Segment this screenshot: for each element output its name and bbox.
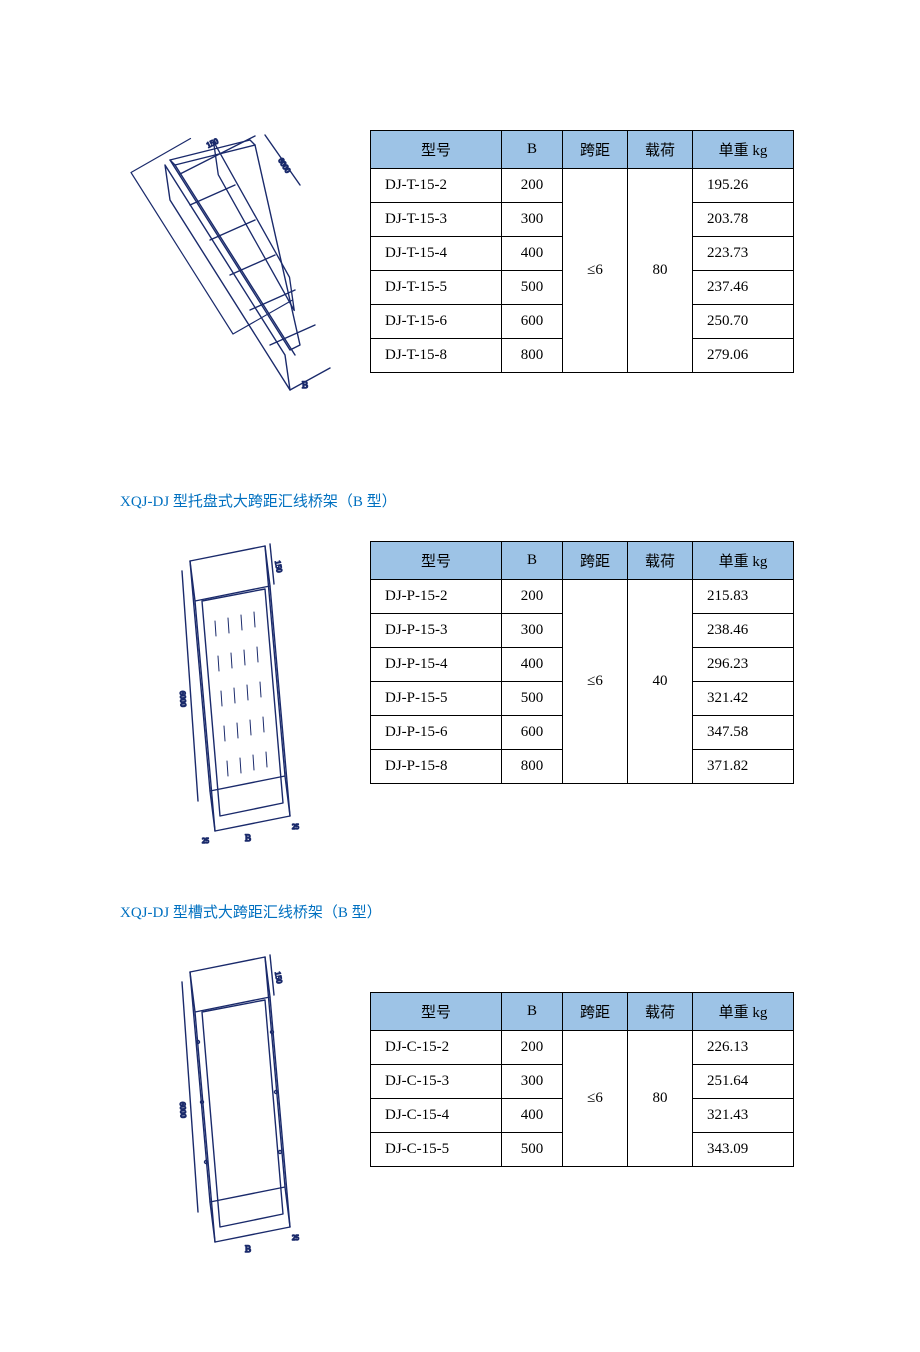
cell-weight: 321.42 xyxy=(693,682,794,716)
cell-model: DJ-C-15-3 xyxy=(371,1065,502,1099)
svg-text:25: 25 xyxy=(292,823,300,831)
th-load: 载荷 xyxy=(628,131,693,169)
cell-load: 40 xyxy=(628,580,693,784)
cell-weight: 347.58 xyxy=(693,716,794,750)
th-model: 型号 xyxy=(371,542,502,580)
cell-weight: 296.23 xyxy=(693,648,794,682)
th-b: B xyxy=(502,993,563,1031)
cell-weight: 321.43 xyxy=(693,1099,794,1133)
cell-b: 400 xyxy=(502,1099,563,1133)
cell-weight: 251.64 xyxy=(693,1065,794,1099)
cell-b: 800 xyxy=(502,750,563,784)
cell-span: ≤6 xyxy=(563,169,628,373)
th-b: B xyxy=(502,542,563,580)
th-weight: 单重 kg xyxy=(693,131,794,169)
cell-model: DJ-T-15-6 xyxy=(371,305,502,339)
cell-model: DJ-T-15-3 xyxy=(371,203,502,237)
cell-b: 400 xyxy=(502,648,563,682)
page: 6000 150 B 型号 B 跨距 载荷 单重 kg xyxy=(0,0,920,1352)
th-model: 型号 xyxy=(371,131,502,169)
cell-b: 300 xyxy=(502,203,563,237)
cell-model: DJ-C-15-2 xyxy=(371,1031,502,1065)
svg-text:B: B xyxy=(245,1244,251,1254)
th-span: 跨距 xyxy=(563,993,628,1031)
th-weight: 单重 kg xyxy=(693,993,794,1031)
cell-weight: 279.06 xyxy=(693,339,794,373)
th-model: 型号 xyxy=(371,993,502,1031)
th-b: B xyxy=(502,131,563,169)
section-3: 6000 150 B 25 型号 B 跨距 载荷 xyxy=(120,952,800,1262)
cell-weight: 195.26 xyxy=(693,169,794,203)
cell-b: 600 xyxy=(502,305,563,339)
cell-weight: 226.13 xyxy=(693,1031,794,1065)
cell-weight: 371.82 xyxy=(693,750,794,784)
cell-load: 80 xyxy=(628,1031,693,1167)
th-weight: 单重 kg xyxy=(693,542,794,580)
section-2: 6000 150 B 25 25 型号 B 跨距 xyxy=(120,541,800,851)
cell-load: 80 xyxy=(628,169,693,373)
cell-b: 200 xyxy=(502,1031,563,1065)
spec-table-2: 型号 B 跨距 载荷 单重 kg DJ-P-15-2 200 ≤6 40 215… xyxy=(370,541,794,784)
svg-text:6000: 6000 xyxy=(178,691,188,707)
svg-text:150: 150 xyxy=(273,971,284,984)
cell-b: 400 xyxy=(502,237,563,271)
svg-text:25: 25 xyxy=(292,1234,300,1242)
th-load: 载荷 xyxy=(628,993,693,1031)
cell-model: DJ-P-15-3 xyxy=(371,614,502,648)
cell-b: 500 xyxy=(502,271,563,305)
svg-text:6000: 6000 xyxy=(178,1102,188,1118)
cell-weight: 343.09 xyxy=(693,1133,794,1167)
svg-text:B: B xyxy=(302,380,308,390)
cell-model: DJ-P-15-5 xyxy=(371,682,502,716)
cell-model: DJ-P-15-8 xyxy=(371,750,502,784)
cell-weight: 250.70 xyxy=(693,305,794,339)
cell-b: 200 xyxy=(502,580,563,614)
svg-text:25: 25 xyxy=(202,837,210,845)
spec-table-1: 型号 B 跨距 载荷 单重 kg DJ-T-15-2 200 ≤6 80 195… xyxy=(370,130,794,373)
diagram-trough-icon: 6000 150 B 25 xyxy=(120,952,350,1262)
svg-text:B: B xyxy=(245,833,251,843)
diagram-tray-icon: 6000 150 B 25 25 xyxy=(120,541,350,851)
cell-model: DJ-T-15-8 xyxy=(371,339,502,373)
cell-model: DJ-T-15-2 xyxy=(371,169,502,203)
cell-span: ≤6 xyxy=(563,1031,628,1167)
cell-weight: 237.46 xyxy=(693,271,794,305)
cell-b: 200 xyxy=(502,169,563,203)
cell-model: DJ-P-15-4 xyxy=(371,648,502,682)
cell-model: DJ-T-15-5 xyxy=(371,271,502,305)
cell-b: 300 xyxy=(502,1065,563,1099)
cell-model: DJ-P-15-2 xyxy=(371,580,502,614)
section-1: 6000 150 B 型号 B 跨距 载荷 单重 kg xyxy=(120,130,800,440)
cell-b: 300 xyxy=(502,614,563,648)
cell-b: 800 xyxy=(502,339,563,373)
cell-weight: 223.73 xyxy=(693,237,794,271)
cell-b: 600 xyxy=(502,716,563,750)
cell-span: ≤6 xyxy=(563,580,628,784)
cell-weight: 238.46 xyxy=(693,614,794,648)
spec-table-3: 型号 B 跨距 载荷 单重 kg DJ-C-15-2 200 ≤6 80 226… xyxy=(370,992,794,1167)
th-span: 跨距 xyxy=(563,131,628,169)
diagram-ladder-icon: 6000 150 B xyxy=(120,130,350,440)
caption-2: XQJ-DJ 型托盘式大跨距汇线桥架（B 型） xyxy=(120,490,800,511)
cell-weight: 215.83 xyxy=(693,580,794,614)
cell-model: DJ-T-15-4 xyxy=(371,237,502,271)
svg-text:150: 150 xyxy=(273,560,284,573)
th-load: 载荷 xyxy=(628,542,693,580)
cell-model: DJ-C-15-4 xyxy=(371,1099,502,1133)
cell-b: 500 xyxy=(502,682,563,716)
cell-b: 500 xyxy=(502,1133,563,1167)
cell-weight: 203.78 xyxy=(693,203,794,237)
cell-model: DJ-P-15-6 xyxy=(371,716,502,750)
cell-model: DJ-C-15-5 xyxy=(371,1133,502,1167)
th-span: 跨距 xyxy=(563,542,628,580)
caption-3: XQJ-DJ 型槽式大跨距汇线桥架（B 型） xyxy=(120,901,800,922)
